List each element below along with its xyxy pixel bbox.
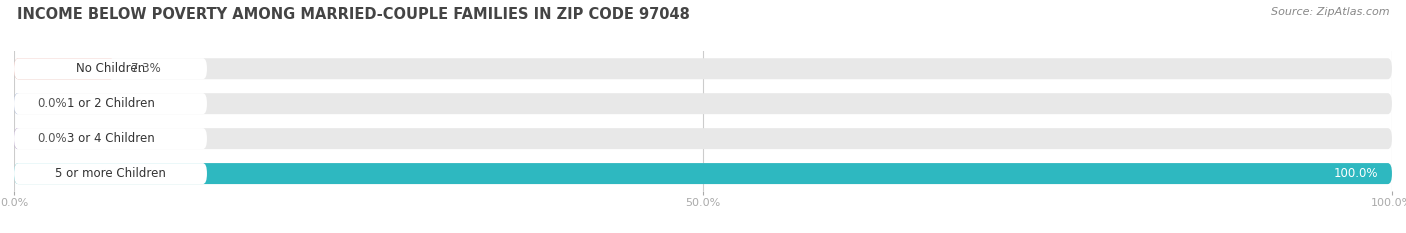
Text: 7.3%: 7.3%	[131, 62, 160, 75]
Text: 100.0%: 100.0%	[1334, 167, 1378, 180]
FancyBboxPatch shape	[14, 93, 1392, 114]
FancyBboxPatch shape	[14, 163, 1392, 184]
FancyBboxPatch shape	[14, 58, 207, 79]
Text: No Children: No Children	[76, 62, 145, 75]
FancyBboxPatch shape	[14, 58, 1392, 79]
FancyBboxPatch shape	[14, 93, 21, 114]
Text: 5 or more Children: 5 or more Children	[55, 167, 166, 180]
FancyBboxPatch shape	[14, 163, 207, 184]
FancyBboxPatch shape	[14, 128, 207, 149]
Text: 0.0%: 0.0%	[38, 97, 67, 110]
Text: 3 or 4 Children: 3 or 4 Children	[66, 132, 155, 145]
FancyBboxPatch shape	[14, 163, 1392, 184]
Text: Source: ZipAtlas.com: Source: ZipAtlas.com	[1271, 7, 1389, 17]
Text: 1 or 2 Children: 1 or 2 Children	[66, 97, 155, 110]
FancyBboxPatch shape	[14, 128, 1392, 149]
Text: INCOME BELOW POVERTY AMONG MARRIED-COUPLE FAMILIES IN ZIP CODE 97048: INCOME BELOW POVERTY AMONG MARRIED-COUPL…	[17, 7, 690, 22]
FancyBboxPatch shape	[14, 93, 207, 114]
FancyBboxPatch shape	[14, 128, 21, 149]
FancyBboxPatch shape	[14, 58, 115, 79]
Text: 0.0%: 0.0%	[38, 132, 67, 145]
